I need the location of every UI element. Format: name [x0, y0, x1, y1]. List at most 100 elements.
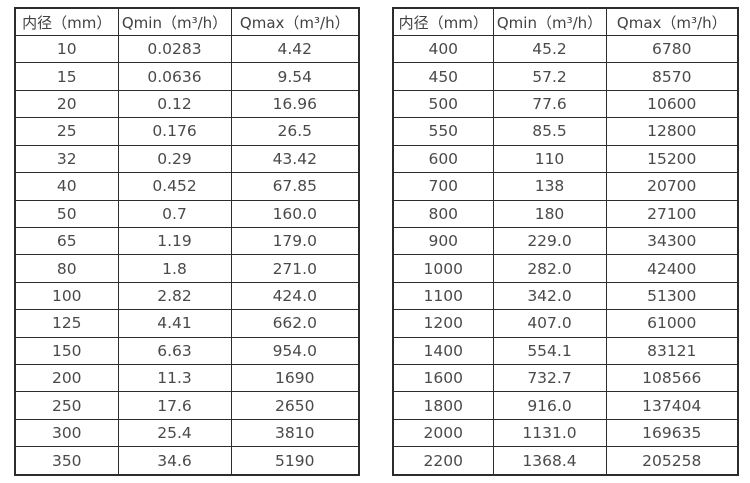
- diameter-cell: 40: [14, 172, 119, 201]
- qmin-cell: 45.2: [492, 34, 607, 64]
- qmax-cell: 16.96: [230, 89, 360, 119]
- column-header: Qmax（m³/h）: [230, 7, 360, 36]
- qmax-cell: 271.0: [230, 254, 360, 283]
- qmax-cell: 4.42: [230, 34, 360, 64]
- column-header: Qmax（m³/h）: [605, 7, 739, 36]
- diameter-cell: 550: [392, 117, 494, 146]
- qmin-cell: 17.6: [117, 391, 232, 420]
- diameter-cell: 450: [392, 62, 494, 91]
- qmax-cell: 67.85: [230, 172, 360, 201]
- table-row: 500 77.6 10600: [392, 89, 739, 119]
- qmax-cell: 160.0: [230, 199, 360, 228]
- diameter-cell: 1200: [392, 309, 494, 338]
- qmax-cell: 108566: [605, 364, 739, 393]
- qmin-cell: 1.8: [117, 254, 232, 283]
- qmin-cell: 0.452: [117, 172, 232, 201]
- diameter-cell: 1100: [392, 281, 494, 311]
- diameter-cell: 1800: [392, 391, 494, 420]
- diameter-cell: 125: [14, 309, 119, 338]
- diameter-cell: 25: [14, 117, 119, 146]
- table-row: 1800 916.0 137404: [392, 391, 739, 420]
- qmax-cell: 424.0: [230, 281, 360, 311]
- qmin-cell: 282.0: [492, 254, 607, 283]
- qmin-cell: 1.19: [117, 226, 232, 256]
- qmax-cell: 1690: [230, 364, 360, 393]
- qmin-cell: 342.0: [492, 281, 607, 311]
- diameter-cell: 2200: [392, 446, 494, 476]
- table-row: 900 229.0 34300: [392, 226, 739, 256]
- qmax-cell: 3810: [230, 418, 360, 448]
- qmax-cell: 954.0: [230, 336, 360, 366]
- qmax-cell: 179.0: [230, 226, 360, 256]
- diameter-cell: 400: [392, 34, 494, 64]
- qmax-cell: 42400: [605, 254, 739, 283]
- qmax-cell: 9.54: [230, 62, 360, 91]
- qmin-cell: 0.29: [117, 144, 232, 174]
- diameter-cell: 10: [14, 34, 119, 64]
- table-row: 100 2.82 424.0: [14, 281, 360, 311]
- table-row: 200 11.3 1690: [14, 364, 360, 393]
- diameter-cell: 700: [392, 172, 494, 201]
- table-row: 300 25.4 3810: [14, 418, 360, 448]
- diameter-cell: 32: [14, 144, 119, 174]
- qmax-cell: 27100: [605, 199, 739, 228]
- table-row: 150 6.63 954.0: [14, 336, 360, 366]
- qmin-cell: 554.1: [492, 336, 607, 366]
- diameter-cell: 2000: [392, 418, 494, 448]
- table-row: 1200 407.0 61000: [392, 309, 739, 338]
- table-row: 1400 554.1 83121: [392, 336, 739, 366]
- diameter-cell: 150: [14, 336, 119, 366]
- table-row: 1100 342.0 51300: [392, 281, 739, 311]
- diameter-cell: 1400: [392, 336, 494, 366]
- table-row: 800 180 27100: [392, 199, 739, 228]
- diameter-cell: 800: [392, 199, 494, 228]
- qmin-cell: 0.0283: [117, 34, 232, 64]
- qmin-cell: 110: [492, 144, 607, 174]
- diameter-cell: 50: [14, 199, 119, 228]
- header-row: 内径（mm） Qmin（m³/h） Qmax（m³/h）: [392, 7, 739, 36]
- table-row: 250 17.6 2650: [14, 391, 360, 420]
- table-row: 550 85.5 12800: [392, 117, 739, 146]
- qmin-cell: 25.4: [117, 418, 232, 448]
- qmin-cell: 180: [492, 199, 607, 228]
- qmin-cell: 916.0: [492, 391, 607, 420]
- diameter-cell: 1000: [392, 254, 494, 283]
- column-header: Qmin（m³/h）: [117, 7, 232, 36]
- table-row: 25 0.176 26.5: [14, 117, 360, 146]
- table-row: 10 0.0283 4.42: [14, 34, 360, 64]
- table-row: 600 110 15200: [392, 144, 739, 174]
- qmin-cell: 0.176: [117, 117, 232, 146]
- qmin-cell: 4.41: [117, 309, 232, 338]
- qmax-cell: 5190: [230, 446, 360, 476]
- qmin-cell: 407.0: [492, 309, 607, 338]
- spec-table-small-diameters: 内径（mm） Qmin（m³/h） Qmax（m³/h） 10 0.0283 4.42 1…: [14, 7, 360, 476]
- diameter-cell: 500: [392, 89, 494, 119]
- column-header: 内径（mm）: [14, 7, 119, 36]
- diameter-cell: 350: [14, 446, 119, 476]
- qmin-cell: 34.6: [117, 446, 232, 476]
- qmin-cell: 1131.0: [492, 418, 607, 448]
- qmax-cell: 43.42: [230, 144, 360, 174]
- table-row: 1000 282.0 42400: [392, 254, 739, 283]
- table-row: 400 45.2 6780: [392, 34, 739, 64]
- qmax-cell: 34300: [605, 226, 739, 256]
- qmin-cell: 2.82: [117, 281, 232, 311]
- table-row: 2200 1368.4 205258: [392, 446, 739, 476]
- column-header: Qmin（m³/h）: [492, 7, 607, 36]
- qmin-cell: 11.3: [117, 364, 232, 393]
- diameter-cell: 300: [14, 418, 119, 448]
- qmin-cell: 0.7: [117, 199, 232, 228]
- qmin-cell: 85.5: [492, 117, 607, 146]
- diameter-cell: 80: [14, 254, 119, 283]
- qmax-cell: 26.5: [230, 117, 360, 146]
- qmax-cell: 83121: [605, 336, 739, 366]
- header-row: 内径（mm） Qmin（m³/h） Qmax（m³/h）: [14, 7, 360, 36]
- qmax-cell: 6780: [605, 34, 739, 64]
- table-row: 1600 732.7 108566: [392, 364, 739, 393]
- table-row: 700 138 20700: [392, 172, 739, 201]
- qmin-cell: 0.12: [117, 89, 232, 119]
- qmin-cell: 138: [492, 172, 607, 201]
- table-row: 65 1.19 179.0: [14, 226, 360, 256]
- table-row: 125 4.41 662.0: [14, 309, 360, 338]
- qmin-cell: 57.2: [492, 62, 607, 91]
